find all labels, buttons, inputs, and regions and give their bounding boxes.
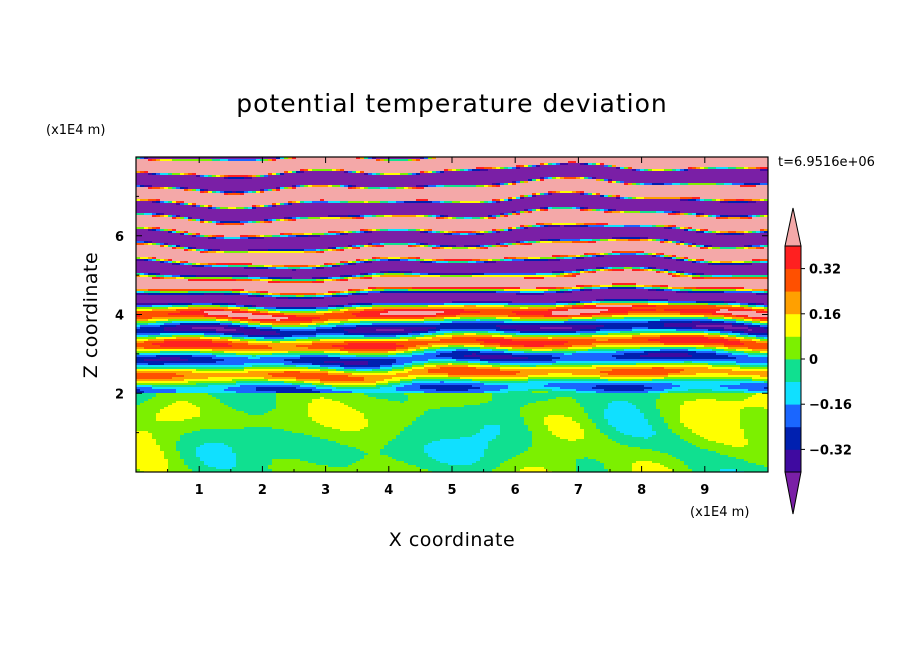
colorbar-swatch [785, 404, 801, 428]
y-tick-label: 2 [115, 387, 124, 402]
colorbar-extend-low [784, 471, 802, 515]
y-axis: 2 4 6 [115, 195, 768, 434]
colorbar-label: 0.32 [809, 263, 841, 278]
x-tick-label: 3 [321, 483, 330, 498]
colorbar-swatch [785, 449, 801, 473]
colorbar-label: −0.32 [809, 443, 852, 458]
colorbar-extend-high [784, 207, 802, 247]
y-tick-label: 6 [115, 230, 124, 245]
colorbar-swatch [785, 313, 801, 337]
colorbar-swatch [785, 291, 801, 315]
colorbar-label: 0.16 [809, 308, 841, 323]
x-axis: 1 2 3 4 5 6 7 8 9 [167, 157, 737, 498]
x-tick-label: 6 [511, 483, 520, 498]
x-tick-label: 4 [384, 483, 393, 498]
colorbar-swatch [785, 381, 801, 405]
contour-field [136, 157, 768, 472]
y-axis-label: Z coordinate [80, 252, 102, 378]
y-tick-label: 4 [115, 309, 124, 324]
x-tick-label: 5 [447, 483, 456, 498]
colorbar: 0.32 0.16 0 −0.16 −0.32 [784, 207, 852, 515]
chart-title: potential temperature deviation [236, 89, 667, 118]
colorbar-label: 0 [809, 353, 818, 368]
x-tick-label: 1 [195, 483, 204, 498]
x-tick-label: 7 [574, 483, 583, 498]
x-axis-label: X coordinate [389, 529, 515, 551]
colorbar-swatch [785, 268, 801, 292]
colorbar-label: −0.16 [809, 398, 852, 413]
x-tick-label: 9 [700, 483, 709, 498]
y-unit-label: (x1E4 m) [46, 123, 105, 138]
colorbar-swatch [785, 359, 801, 382]
colorbar-swatch [785, 426, 801, 450]
x-tick-label: 2 [258, 483, 267, 498]
x-unit-label: (x1E4 m) [690, 505, 749, 520]
colorbar-swatch [785, 336, 801, 360]
x-tick-label: 8 [637, 483, 646, 498]
colorbar-swatch [785, 246, 801, 269]
time-label: t=6.9516e+06 [778, 155, 875, 170]
